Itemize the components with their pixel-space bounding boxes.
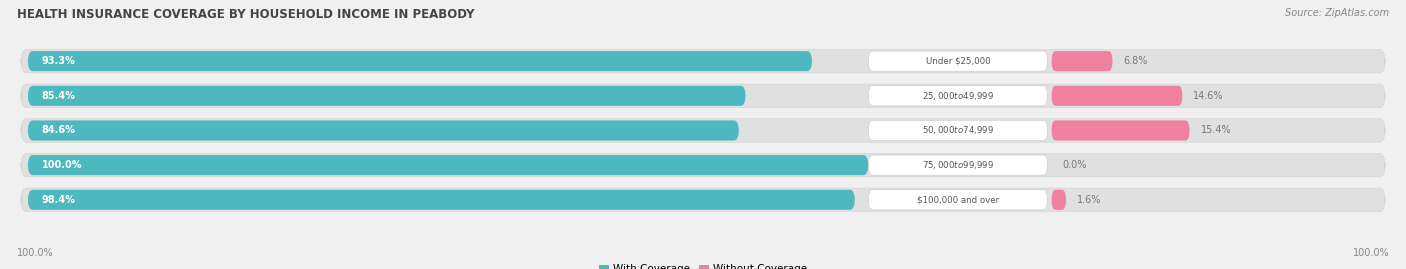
FancyBboxPatch shape [28, 155, 869, 175]
FancyBboxPatch shape [869, 121, 1047, 140]
Text: 100.0%: 100.0% [17, 248, 53, 258]
FancyBboxPatch shape [28, 121, 740, 140]
FancyBboxPatch shape [21, 119, 1385, 142]
FancyBboxPatch shape [21, 188, 1385, 212]
Text: 100.0%: 100.0% [42, 160, 82, 170]
FancyBboxPatch shape [28, 86, 745, 106]
Text: 15.4%: 15.4% [1201, 125, 1232, 136]
FancyBboxPatch shape [1052, 51, 1112, 71]
Text: HEALTH INSURANCE COVERAGE BY HOUSEHOLD INCOME IN PEABODY: HEALTH INSURANCE COVERAGE BY HOUSEHOLD I… [17, 8, 474, 21]
FancyBboxPatch shape [28, 190, 855, 210]
Text: $25,000 to $49,999: $25,000 to $49,999 [922, 90, 994, 102]
FancyBboxPatch shape [21, 84, 1385, 108]
Text: $50,000 to $74,999: $50,000 to $74,999 [922, 125, 994, 136]
FancyBboxPatch shape [1052, 190, 1066, 210]
Text: $100,000 and over: $100,000 and over [917, 195, 1000, 204]
FancyBboxPatch shape [1052, 121, 1189, 140]
Text: 98.4%: 98.4% [42, 195, 76, 205]
Text: 14.6%: 14.6% [1194, 91, 1223, 101]
FancyBboxPatch shape [869, 86, 1047, 106]
Legend: With Coverage, Without Coverage: With Coverage, Without Coverage [595, 260, 811, 269]
Text: Source: ZipAtlas.com: Source: ZipAtlas.com [1285, 8, 1389, 18]
Text: 85.4%: 85.4% [42, 91, 76, 101]
FancyBboxPatch shape [1052, 86, 1182, 106]
Text: $75,000 to $99,999: $75,000 to $99,999 [922, 159, 994, 171]
Text: 6.8%: 6.8% [1123, 56, 1147, 66]
FancyBboxPatch shape [21, 153, 1385, 177]
Text: Under $25,000: Under $25,000 [925, 57, 990, 66]
FancyBboxPatch shape [28, 51, 813, 71]
Text: 0.0%: 0.0% [1063, 160, 1087, 170]
Text: 100.0%: 100.0% [1353, 248, 1389, 258]
FancyBboxPatch shape [21, 49, 1385, 73]
Text: 1.6%: 1.6% [1077, 195, 1101, 205]
Text: 93.3%: 93.3% [42, 56, 76, 66]
FancyBboxPatch shape [869, 155, 1047, 175]
FancyBboxPatch shape [869, 190, 1047, 210]
FancyBboxPatch shape [869, 51, 1047, 71]
Text: 84.6%: 84.6% [42, 125, 76, 136]
